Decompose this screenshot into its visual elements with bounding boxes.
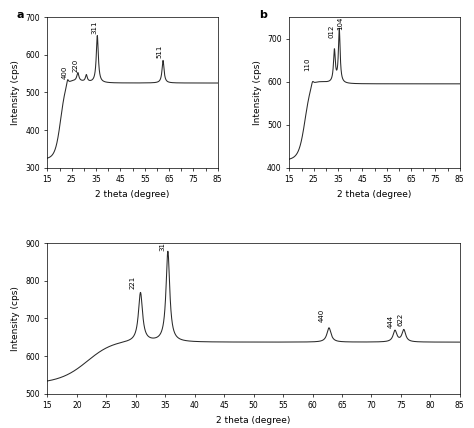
Text: 220: 220 bbox=[73, 59, 78, 72]
Y-axis label: Intensity (cps): Intensity (cps) bbox=[10, 286, 19, 351]
X-axis label: 2 theta (degree): 2 theta (degree) bbox=[337, 190, 412, 199]
Text: 622: 622 bbox=[398, 313, 404, 326]
Text: 440: 440 bbox=[319, 309, 324, 322]
Text: 444: 444 bbox=[387, 315, 393, 328]
Text: 012: 012 bbox=[329, 24, 335, 38]
Text: 511: 511 bbox=[157, 45, 163, 58]
Y-axis label: Intensity (cps): Intensity (cps) bbox=[10, 60, 19, 125]
Y-axis label: Intensity (cps): Intensity (cps) bbox=[253, 60, 262, 125]
Text: 104: 104 bbox=[337, 17, 343, 30]
Text: 221: 221 bbox=[130, 276, 136, 289]
Text: 311: 311 bbox=[92, 21, 98, 34]
Text: a: a bbox=[17, 9, 24, 20]
Text: 311: 311 bbox=[159, 237, 165, 251]
X-axis label: 2 theta (degree): 2 theta (degree) bbox=[95, 190, 170, 199]
Text: 110: 110 bbox=[305, 57, 310, 71]
X-axis label: 2 theta (degree): 2 theta (degree) bbox=[217, 416, 291, 425]
Text: b: b bbox=[259, 9, 266, 20]
Text: 400: 400 bbox=[62, 66, 67, 79]
